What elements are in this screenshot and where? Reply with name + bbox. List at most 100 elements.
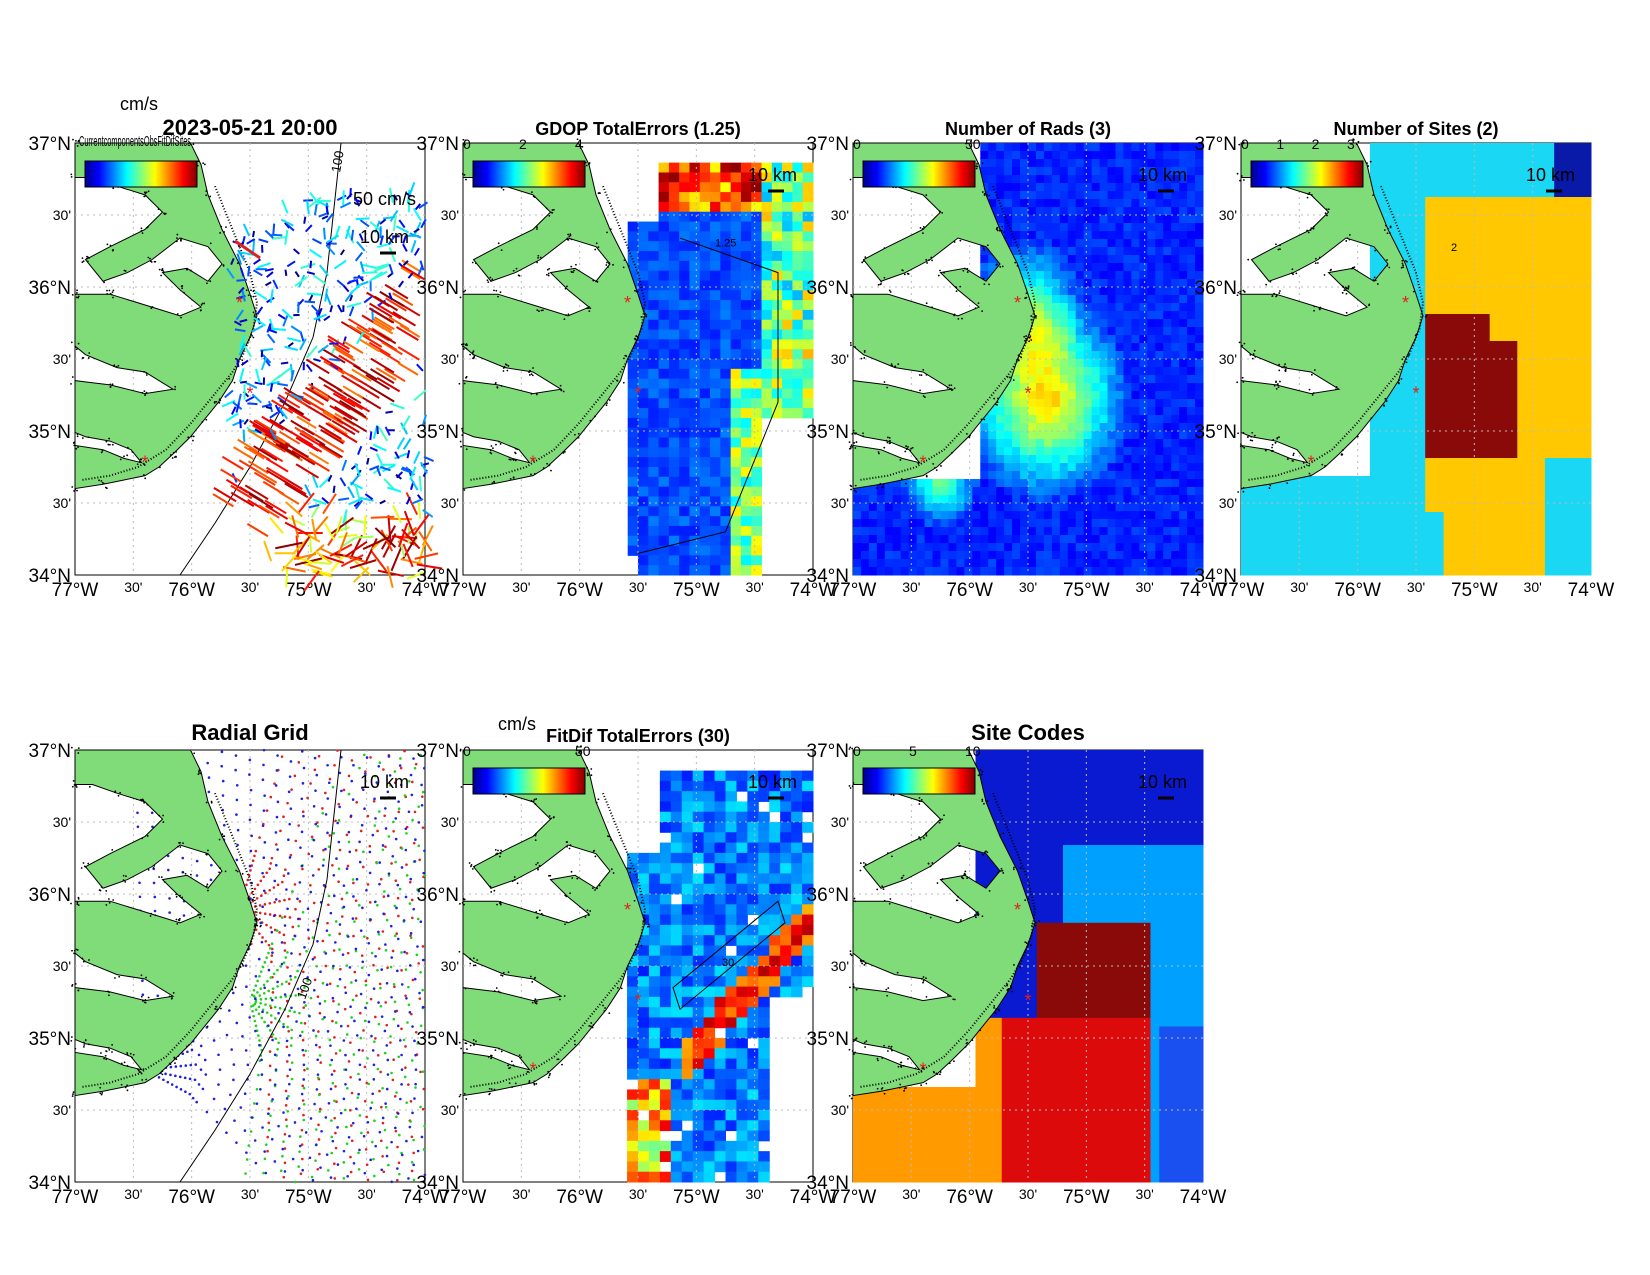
gdop-cell xyxy=(668,535,680,547)
current-vector xyxy=(253,471,276,486)
gdop-cell xyxy=(740,329,752,340)
sites-cell xyxy=(1563,242,1574,252)
rads-cell xyxy=(1035,359,1045,368)
rads-cell xyxy=(1067,383,1077,392)
gdop-cell xyxy=(802,182,814,193)
sites-cell xyxy=(1480,152,1491,162)
rads-cell xyxy=(1035,487,1045,496)
coast-dot xyxy=(464,289,467,292)
rads-cell xyxy=(1004,519,1013,528)
sites-cell xyxy=(1305,530,1316,540)
rads-cell xyxy=(1075,207,1085,216)
rads-cell xyxy=(1115,167,1124,176)
rads-cell xyxy=(1004,215,1013,224)
rads-cell xyxy=(1099,303,1109,312)
sites-cell xyxy=(1517,395,1528,405)
lat-tick-label: 35°N xyxy=(29,422,71,443)
rads-cell xyxy=(1195,351,1204,360)
rads-cell xyxy=(1179,271,1188,280)
rads-cell xyxy=(1147,383,1156,392)
rads-cell xyxy=(1163,423,1172,432)
current-vector xyxy=(355,499,364,510)
rads-cell xyxy=(1075,327,1085,336)
rads-cell xyxy=(1051,167,1061,176)
gdop-cell xyxy=(730,162,742,173)
sites-cell xyxy=(1388,233,1399,243)
current-vector xyxy=(357,445,363,456)
sites-cell xyxy=(1277,494,1288,504)
sites-cell xyxy=(1462,296,1472,306)
sites-cell xyxy=(1388,521,1399,531)
coast-dot xyxy=(1028,340,1031,343)
coast-dot xyxy=(548,214,551,217)
sites-cell xyxy=(1563,494,1574,504)
rads-cell xyxy=(1067,495,1077,504)
sites-cell xyxy=(1241,503,1251,513)
sites-cell xyxy=(1452,449,1463,459)
sites-cell xyxy=(1572,431,1583,441)
sites-cell xyxy=(1379,449,1389,459)
sites-cell xyxy=(1471,242,1481,252)
rads-cell xyxy=(1059,527,1069,536)
rads-cell xyxy=(1051,471,1061,480)
sites-cell xyxy=(1554,440,1564,450)
rads-cell xyxy=(1067,367,1077,376)
gdop-cell xyxy=(730,525,742,537)
rads-cell xyxy=(1107,407,1116,416)
sites-cell xyxy=(1554,287,1564,297)
rads-cell xyxy=(1179,207,1188,216)
rads-cell xyxy=(1083,423,1093,432)
rads-cell xyxy=(1107,543,1116,552)
sites-cell xyxy=(1480,296,1491,306)
current-vector xyxy=(263,540,273,562)
rads-cell xyxy=(996,447,1005,456)
rads-cell xyxy=(1163,159,1172,168)
sites-cell xyxy=(1563,179,1574,189)
sites-cell xyxy=(1517,350,1528,360)
coast-dot xyxy=(70,341,73,344)
sites-cell xyxy=(1416,152,1426,162)
rads-cell xyxy=(1131,327,1140,336)
current-vector xyxy=(384,283,409,300)
sites-cell xyxy=(1535,188,1546,198)
coast-dot xyxy=(883,247,886,250)
rads-cell xyxy=(1187,359,1196,368)
rads-cell xyxy=(1043,423,1053,432)
rads-cell xyxy=(884,535,894,544)
gdop-cell xyxy=(689,525,701,537)
sites-cell xyxy=(1397,395,1408,405)
current-vector xyxy=(268,400,274,413)
rads-cell xyxy=(1075,287,1085,296)
rads-cell xyxy=(1099,167,1109,176)
sites-cell xyxy=(1434,386,1445,396)
lon-tick-label: 30' xyxy=(1136,579,1154,595)
rads-cell xyxy=(1075,391,1085,400)
rads-cell xyxy=(1083,351,1093,360)
rads-cell xyxy=(1147,287,1156,296)
rads-cell xyxy=(1107,287,1116,296)
sites-cell xyxy=(1572,359,1583,369)
gdop-cell xyxy=(679,437,690,448)
sites-cell xyxy=(1554,251,1564,261)
rads-cell xyxy=(1075,319,1085,328)
sites-cell xyxy=(1443,332,1454,342)
rads-cell xyxy=(1004,487,1013,496)
coast-dot xyxy=(150,261,153,263)
current-vector xyxy=(312,570,333,578)
rads-cell xyxy=(1035,223,1045,232)
sites-cell xyxy=(1544,476,1555,486)
current-vector xyxy=(270,399,294,414)
sites-cell xyxy=(1425,206,1435,216)
rads-cell xyxy=(1059,479,1069,488)
sites-cell xyxy=(1471,422,1481,432)
sites-cell xyxy=(1434,251,1445,261)
rads-cell xyxy=(1075,527,1085,536)
gdop-cell xyxy=(638,349,649,360)
rads-cell xyxy=(1043,351,1053,360)
rads-cell xyxy=(1051,255,1061,264)
gdop-cell xyxy=(648,319,660,331)
gdop-cell xyxy=(648,359,660,370)
coast-dot xyxy=(77,296,80,299)
rads-cell xyxy=(1179,503,1188,512)
lon-tick-label: 30' xyxy=(124,579,142,595)
